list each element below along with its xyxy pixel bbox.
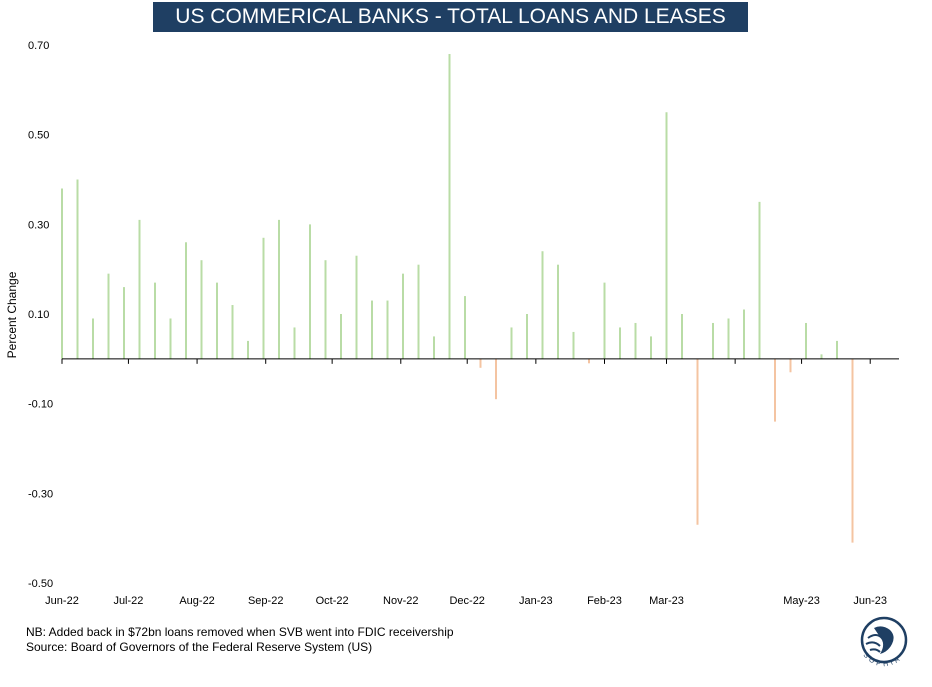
x-axis: Jun-22 Jul-22 Aug-22 Sep-22 Oct-22 Nov-22 Dec-… (45, 358, 899, 607)
chart-notes: NB: Added back in $72bn loans removed wh… (26, 625, 454, 655)
x-tick-label: Feb-23 (587, 595, 622, 607)
x-tick-label: Aug-22 (179, 595, 214, 607)
x-tick-label: Jun-22 (45, 595, 79, 607)
y-tick-label: 0.50 (28, 130, 49, 142)
x-tick-label: Nov-22 (383, 595, 418, 607)
x-tick-label: Jun-23 (853, 595, 887, 607)
x-tick-label: Sep-22 (248, 595, 283, 607)
x-tick-label: Oct-22 (316, 595, 349, 607)
x-tick-label: Dec-22 (449, 595, 484, 607)
source-note: Source: Board of Governors of the Federa… (26, 640, 373, 654)
note-svb: NB: Added back in $72bn loans removed wh… (26, 625, 454, 639)
x-tick-label: Jan-23 (519, 595, 553, 607)
y-axis-label: Percent Change (5, 271, 19, 358)
bar-series (61, 53, 854, 543)
y-tick-label: -0.30 (28, 488, 53, 500)
y-axis: 0.70 0.50 0.30 0.10 -0.10 -0.30 -0.50 (28, 40, 53, 590)
sophia-logo-icon: SOPHIA (860, 616, 908, 669)
y-tick-label: 0.70 (28, 40, 49, 52)
chart-title: US COMMERICAL BANKS - TOTAL LOANS AND LE… (153, 2, 748, 32)
bar-chart: 0.700.500.300.10-0.10-0.30-0.50 Jun-22 Ju… (5, 40, 899, 607)
y-tick-label: 0.30 (28, 219, 49, 231)
y-tick-label: 0.10 (28, 309, 49, 321)
logo-text: SOPHIA (862, 652, 904, 669)
x-tick-label: May-23 (783, 595, 820, 607)
y-tick-label: -0.50 (28, 578, 53, 590)
y-tick-label: -0.10 (28, 399, 53, 411)
x-tick-label: Jul-22 (113, 595, 143, 607)
x-tick-label: Mar-23 (649, 595, 684, 607)
